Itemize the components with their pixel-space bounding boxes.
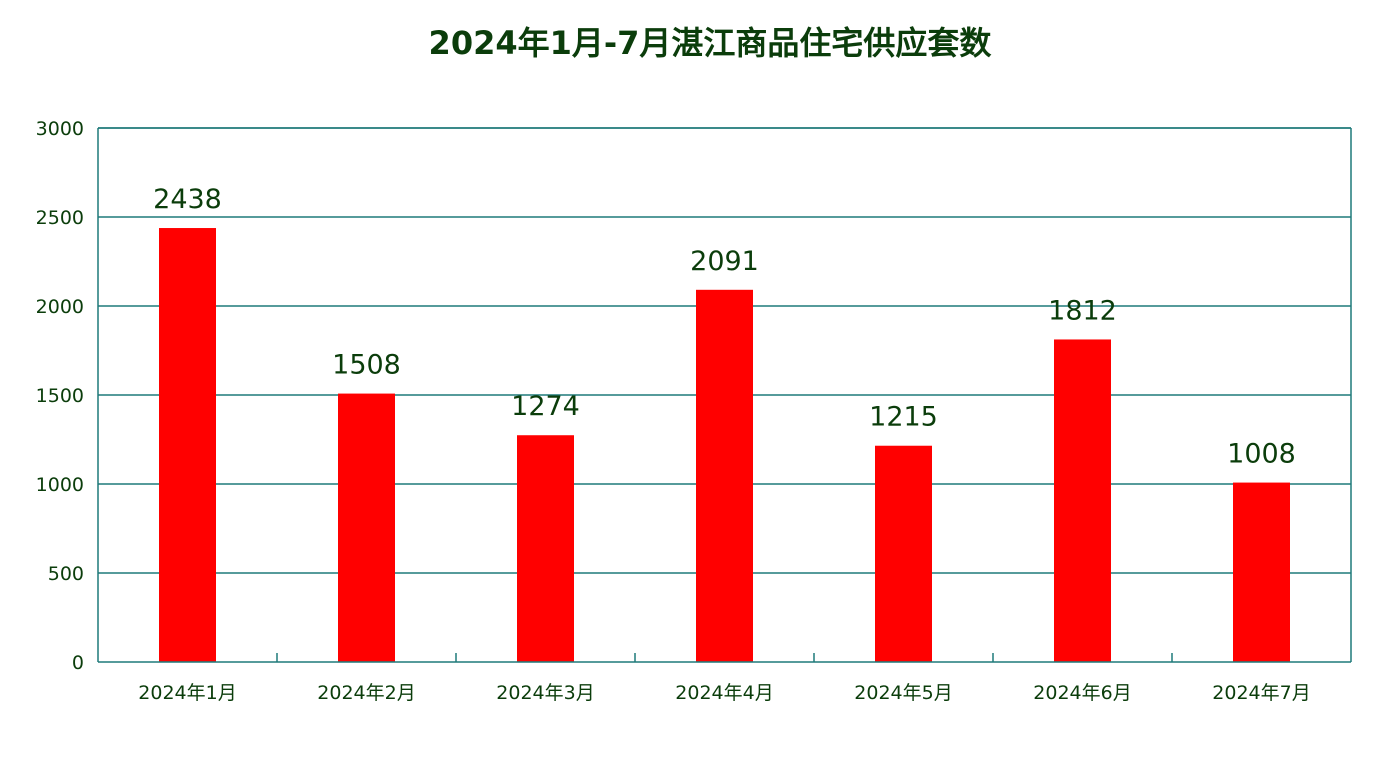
- x-tick-label: 2024年2月: [317, 682, 415, 704]
- y-tick-label: 500: [48, 563, 84, 585]
- x-tick-label: 2024年7月: [1212, 682, 1310, 704]
- x-tick-label: 2024年4月: [675, 682, 773, 704]
- data-label: 1274: [511, 391, 580, 422]
- y-tick-label: 2500: [36, 207, 84, 229]
- y-tick-label: 2000: [36, 296, 84, 318]
- y-tick-label: 1000: [36, 474, 84, 496]
- bar: [159, 228, 216, 662]
- y-tick-label: 3000: [36, 118, 84, 140]
- axes: [97, 127, 1352, 663]
- chart-title: 2024年1月-7月湛江商品住宅供应套数: [428, 24, 992, 62]
- x-tick-labels: 2024年1月 2024年2月 2024年3月 2024年4月 2024年5月 2024年…: [138, 682, 1310, 704]
- bar: [1233, 482, 1290, 662]
- bar: [338, 393, 395, 662]
- data-label: 1008: [1227, 439, 1296, 470]
- data-label: 2438: [153, 184, 222, 215]
- bars: [159, 228, 1290, 662]
- data-labels: 2438 1508 1274 2091 1215 1812 1008: [153, 184, 1296, 470]
- x-tick-label: 2024年1月: [138, 682, 236, 704]
- x-tick-label: 2024年6月: [1033, 682, 1131, 704]
- bar: [1054, 339, 1111, 662]
- y-tick-labels: 0 500 1000 1500 2000 2500 3000: [36, 118, 84, 674]
- bar: [696, 289, 753, 662]
- data-label: 2091: [690, 246, 759, 277]
- bar: [875, 445, 932, 662]
- x-tick-label: 2024年5月: [854, 682, 952, 704]
- x-tick-label: 2024年3月: [496, 682, 594, 704]
- data-label: 1812: [1048, 295, 1117, 326]
- bar: [517, 435, 574, 662]
- data-label: 1508: [332, 350, 401, 381]
- y-tick-label: 1500: [36, 385, 84, 407]
- data-label: 1215: [869, 402, 938, 433]
- y-tick-label: 0: [72, 652, 84, 674]
